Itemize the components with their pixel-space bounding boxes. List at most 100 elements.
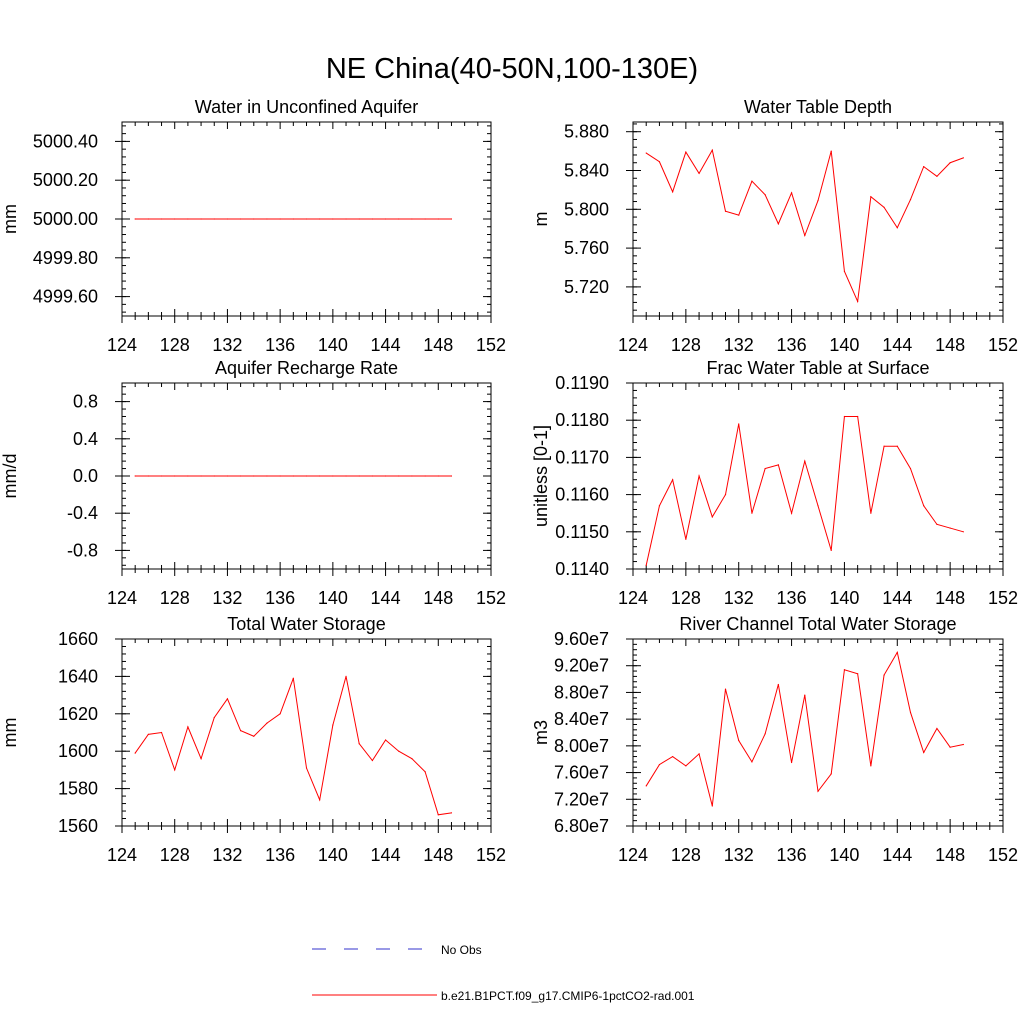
y-tick-label: 5.840: [564, 161, 609, 181]
data-point: [160, 731, 163, 734]
data-point: [174, 769, 176, 771]
y-tick-label: 0.0: [73, 466, 98, 486]
data-point: [358, 743, 360, 745]
chart-panel-1: Water in Unconfined Aquifer mm 124 128 132 13…: [0, 97, 506, 355]
data-point: [658, 763, 661, 766]
x-tick-label: 144: [882, 588, 912, 608]
data-point: [672, 755, 674, 758]
data-point: [777, 683, 779, 686]
data-point: [777, 464, 779, 466]
data-point: [226, 698, 229, 700]
data-point: [200, 218, 202, 220]
data-point: [645, 152, 647, 154]
data-point: [253, 218, 255, 220]
data-point: [147, 218, 149, 220]
panel-title: Water in Unconfined Aquifer: [195, 97, 418, 117]
x-tick-label: 152: [476, 588, 506, 608]
y-tick-label: 5.800: [564, 199, 609, 219]
data-point: [345, 475, 347, 477]
data-point: [857, 300, 859, 303]
x-tick-label: 140: [318, 845, 348, 865]
data-point: [804, 460, 806, 462]
data-point: [751, 761, 753, 763]
data-point: [279, 713, 281, 715]
data-point: [319, 218, 321, 220]
data-point: [949, 746, 951, 748]
data-point: [936, 175, 938, 177]
data-point: [936, 523, 938, 525]
plot-frame: [632, 382, 1004, 570]
series-line: [645, 148, 964, 304]
data-point: [724, 210, 727, 212]
data-point: [424, 218, 426, 220]
y-axis-label: mm: [0, 718, 20, 748]
data-point: [411, 758, 413, 760]
data-point: [949, 527, 951, 529]
data-point: [751, 512, 753, 514]
data-point: [371, 475, 373, 477]
data-point: [213, 218, 215, 220]
data-point: [790, 512, 793, 514]
x-tick-label: 144: [371, 845, 401, 865]
data-point: [804, 694, 806, 696]
data-point: [909, 199, 912, 201]
data-point: [857, 673, 859, 675]
data-point: [830, 549, 832, 552]
data-point: [240, 730, 242, 732]
data-point: [174, 475, 176, 477]
data-point: [817, 505, 819, 507]
data-point: [305, 218, 308, 220]
data-point: [738, 739, 740, 742]
data-point: [883, 445, 885, 447]
x-tick-label: 136: [265, 588, 295, 608]
data-point: [332, 218, 334, 220]
y-tick-label: 6.80e7: [554, 816, 609, 836]
y-tick-label: 8.40e7: [554, 709, 609, 729]
data-point: [685, 765, 687, 767]
data-point: [213, 475, 215, 477]
y-tick-label: 5000.20: [33, 170, 98, 190]
data-point: [711, 149, 713, 151]
data-point: [896, 445, 898, 447]
data-point: [253, 735, 255, 737]
x-tick-label: 144: [882, 335, 912, 355]
legend-label: No Obs: [441, 943, 482, 957]
data-point: [147, 475, 149, 477]
y-tick-label: 7.20e7: [554, 789, 609, 809]
data-point: [332, 475, 334, 477]
data-point: [949, 162, 951, 164]
legend-item-2: b.e21.B1PCT.f09_g17.CMIP6-1pctCO2-rad.00…: [312, 989, 695, 1003]
data-point: [411, 218, 413, 220]
y-tick-label: 8.00e7: [554, 736, 609, 756]
data-point: [764, 733, 766, 735]
data-point: [371, 218, 373, 220]
x-tick-label: 152: [476, 845, 506, 865]
y-axis-label: mm/d: [0, 454, 20, 499]
y-tick-label: -0.8: [67, 540, 98, 560]
y-tick-label: 9.20e7: [554, 656, 609, 676]
y-tick-label: 9.60e7: [554, 629, 609, 649]
y-axis-label: m3: [531, 720, 551, 745]
legend-label: b.e21.B1PCT.f09_g17.CMIP6-1pctCO2-rad.00…: [441, 989, 695, 1003]
y-tick-label: 1660: [58, 629, 98, 649]
x-tick-label: 144: [371, 588, 401, 608]
data-point: [174, 218, 176, 220]
data-point: [279, 218, 281, 220]
data-point: [645, 564, 647, 566]
series-line: [645, 415, 964, 566]
y-tick-label: 5000.00: [33, 209, 98, 229]
data-point: [450, 218, 453, 220]
data-point: [923, 166, 925, 168]
data-point: [187, 218, 189, 220]
y-tick-label: 0.8: [73, 392, 98, 412]
data-point: [398, 475, 400, 477]
data-point: [371, 759, 373, 762]
x-tick-label: 128: [671, 588, 701, 608]
data-point: [962, 743, 964, 746]
data-point: [240, 475, 242, 477]
x-tick-label: 148: [423, 845, 453, 865]
y-tick-label: -0.4: [67, 503, 98, 523]
data-point: [450, 812, 453, 814]
x-tick-label: 144: [371, 335, 401, 355]
